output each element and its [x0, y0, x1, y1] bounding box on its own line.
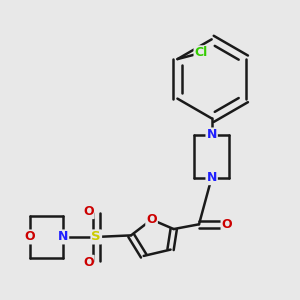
Text: O: O	[146, 213, 157, 226]
Text: O: O	[83, 256, 94, 269]
Text: S: S	[92, 230, 101, 244]
Text: O: O	[83, 205, 94, 218]
Text: N: N	[58, 230, 68, 244]
Text: O: O	[221, 218, 232, 231]
Text: N: N	[206, 128, 217, 142]
Text: O: O	[25, 230, 35, 244]
Text: N: N	[206, 171, 217, 184]
Text: Cl: Cl	[194, 46, 208, 59]
